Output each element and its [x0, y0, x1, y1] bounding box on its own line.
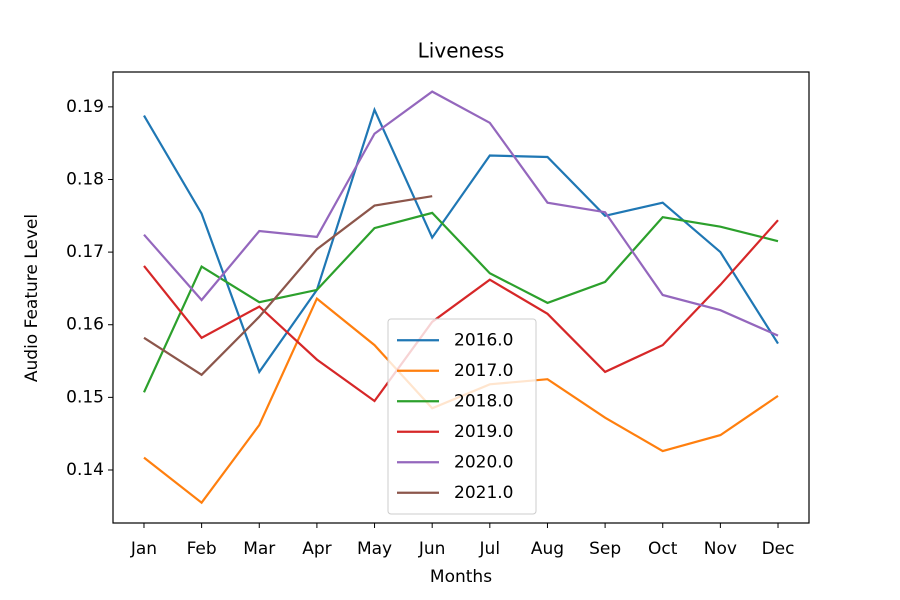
series-line	[143, 90, 779, 337]
x-axis-label: Months	[430, 567, 492, 587]
x-tick-label: Jun	[418, 539, 446, 559]
x-tick-label: Dec	[762, 539, 795, 559]
legend-label: 2020.0	[454, 452, 513, 472]
series-line	[142, 211, 779, 393]
x-tick-label: May	[357, 539, 392, 559]
x-tick-label: Apr	[302, 539, 331, 559]
series-line	[143, 195, 433, 377]
legend: 2016.0 2017.0 2018.0 2019.0 2020.0 2021.0	[387, 318, 537, 515]
x-tick-label: Nov	[704, 539, 737, 559]
legend-label: 2018.0	[454, 391, 513, 411]
legend-label: 2021.0	[454, 483, 513, 503]
legend-label: 2016.0	[454, 330, 513, 350]
series-line	[143, 106, 779, 375]
x-tick-label: Jul	[479, 539, 501, 559]
x-tick-label: Aug	[531, 539, 564, 559]
plot-frame	[112, 71, 810, 524]
x-tick-label: Oct	[648, 539, 678, 559]
y-tick-label: 0.16	[66, 315, 104, 335]
series-line	[143, 219, 779, 403]
chart-title: Liveness	[418, 39, 505, 63]
x-tick-label: Sep	[589, 539, 621, 559]
y-tick-label: 0.19	[66, 97, 104, 117]
y-tick-label: 0.14	[66, 460, 104, 480]
x-tick-label: Feb	[187, 539, 217, 559]
y-axis-label: Audio Feature Level	[22, 214, 42, 382]
x-tick-label: Jan	[130, 539, 157, 559]
legend-label: 2019.0	[454, 422, 513, 442]
legend-label: 2017.0	[454, 361, 513, 381]
y-tick-label: 0.15	[66, 387, 104, 407]
x-tick-label: Mar	[243, 539, 275, 559]
y-tick-label: 0.17	[66, 242, 104, 262]
legend-box	[387, 318, 537, 515]
y-tick-label: 0.18	[66, 169, 104, 189]
